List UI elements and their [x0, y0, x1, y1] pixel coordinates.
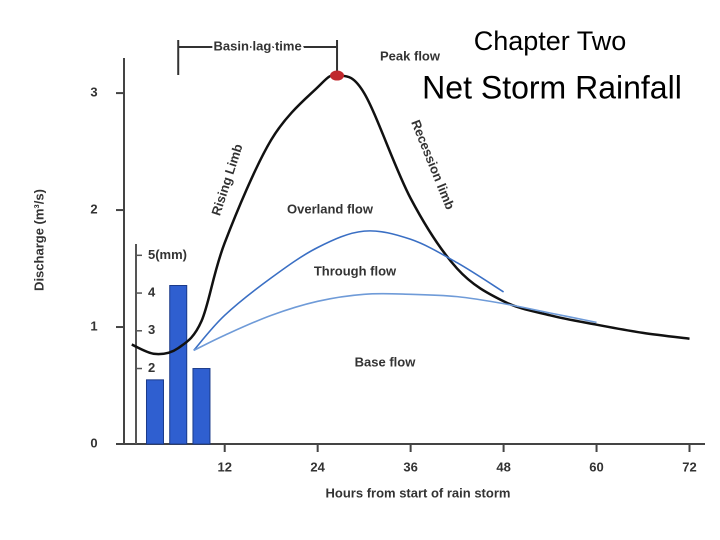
rainfall-bar	[145, 379, 164, 445]
y2-tick-label: 2	[148, 360, 155, 375]
y-tick-label: 3	[90, 85, 97, 100]
slide-subtitle: Net Storm Rainfall	[422, 69, 682, 105]
discharge-line	[193, 230, 505, 351]
peak-marker	[330, 70, 345, 81]
lag-bracket	[177, 40, 339, 75]
y2-tick-label: 4	[148, 284, 156, 299]
series-label: Base flow	[355, 354, 417, 369]
series-label: Through flow	[314, 263, 397, 278]
discharge-line	[131, 74, 690, 356]
x-tick-label: 24	[310, 459, 325, 474]
slide-title: Chapter Two	[474, 26, 627, 56]
discharge-line	[193, 292, 597, 352]
peak-label: Peak flow	[380, 48, 441, 63]
x-axis-label: Hours from start of rain storm	[326, 485, 511, 500]
x-tick-label: 12	[217, 459, 231, 474]
y-axis-label: Discharge (m³/s)	[31, 189, 46, 291]
x-tick-label: 60	[589, 459, 603, 474]
rainfall-bar	[192, 368, 211, 445]
rainfall-bar	[169, 285, 188, 445]
lag-label: Basin lag time	[214, 38, 302, 53]
y2-tick-label: 3	[148, 322, 155, 337]
x-tick-label: 72	[682, 459, 696, 474]
x-tick-label: 36	[403, 459, 417, 474]
y-tick-label: 2	[90, 201, 97, 216]
y-tick-label: 0	[90, 435, 97, 450]
series-label: Overland flow	[287, 201, 374, 216]
y-tick-label: 1	[90, 318, 97, 333]
x-tick-label: 48	[496, 459, 510, 474]
y2-tick-label: 5(mm)	[148, 247, 187, 262]
